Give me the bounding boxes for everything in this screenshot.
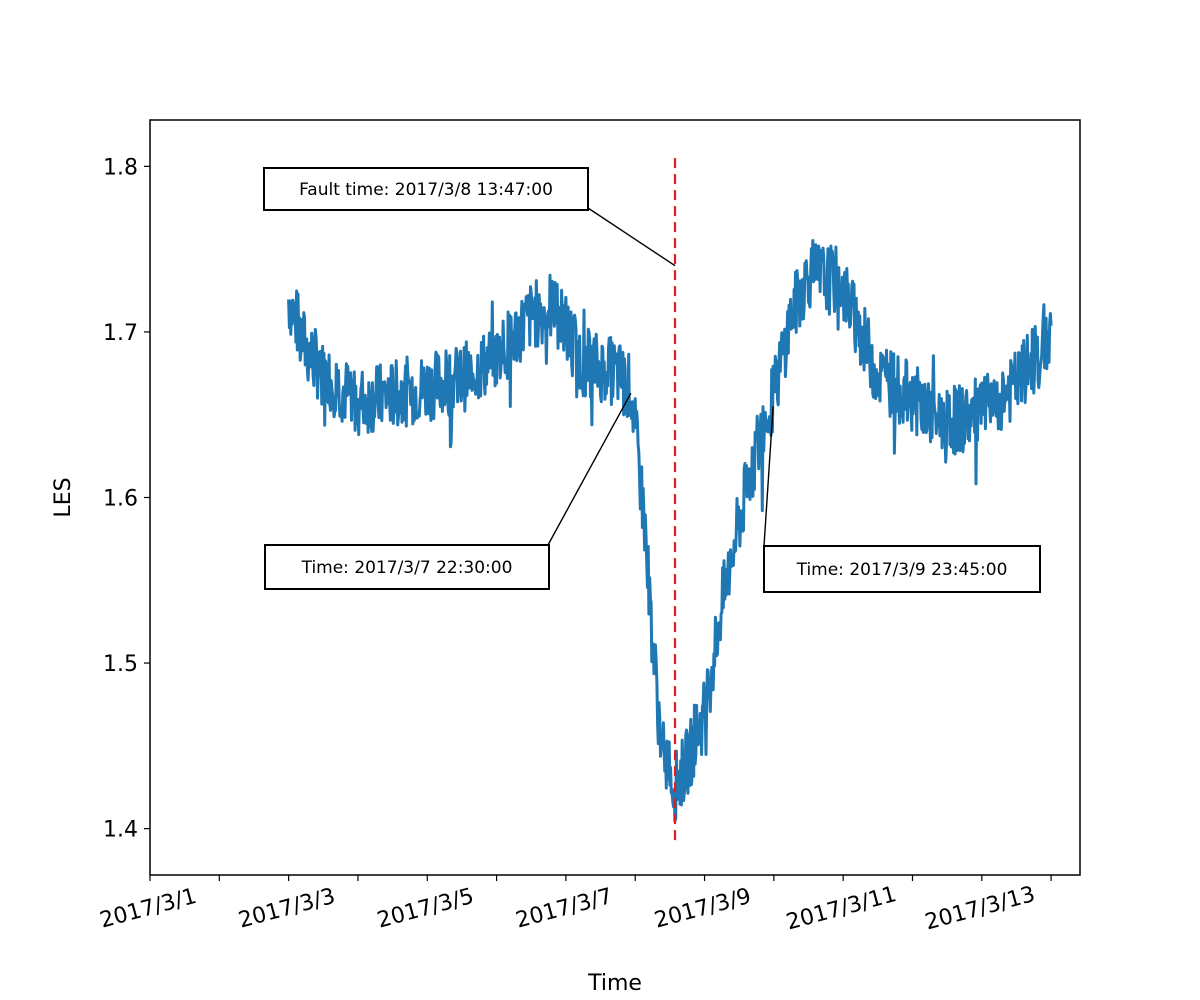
fault-time-annotation-leader [587,207,676,267]
les-series-line [287,239,1053,823]
y-tick-label: 1.8 [103,155,138,180]
start-time-annotation-box [264,544,550,590]
y-tick-label: 1.4 [103,818,138,843]
y-tick-label: 1.5 [103,652,138,677]
end-time-annotation-text: Time: 2017/3/9 23:45:00 [796,560,1008,580]
start-time-annotation-leader [547,392,632,546]
y-tick-label: 1.6 [103,487,138,512]
end-time-annotation-leader [763,406,774,547]
y-axis-title: LES [51,477,76,517]
end-time-annotation-box [763,545,1041,593]
x-axis-title: Time [587,971,642,996]
y-tick-label: 1.7 [103,321,138,346]
fault-time-annotation-text: Fault time: 2017/3/8 13:47:00 [299,180,553,200]
start-time-annotation-text: Time: 2017/3/7 22:30:00 [301,558,513,578]
fault-time-annotation-box [263,167,589,211]
